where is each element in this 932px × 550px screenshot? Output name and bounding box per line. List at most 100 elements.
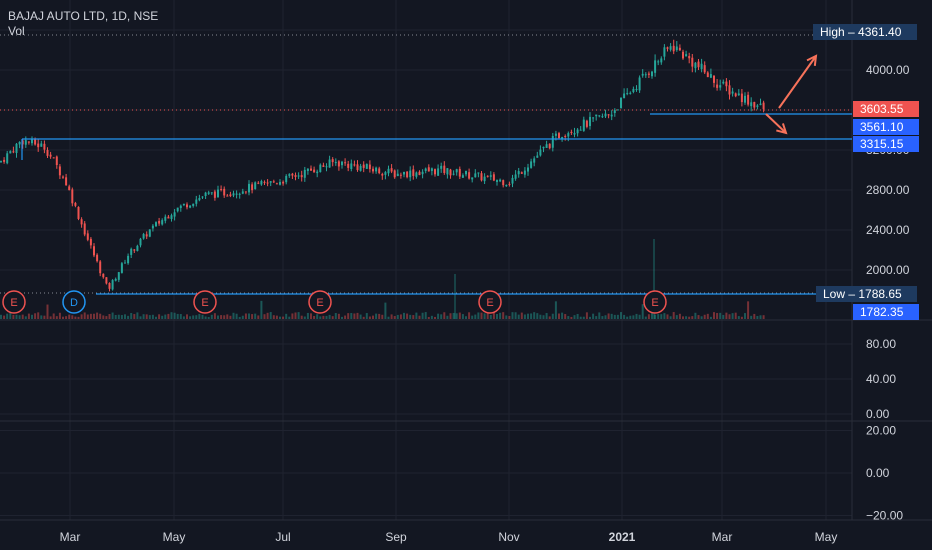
volume-bar [207, 316, 210, 319]
volume-bar [55, 316, 58, 319]
volume-bar [610, 313, 613, 319]
candle-body [660, 58, 663, 63]
volume-bar [443, 312, 446, 319]
candle-body [393, 170, 396, 178]
candle-body [542, 146, 545, 149]
candle-body [285, 175, 288, 183]
volume-bar [452, 312, 455, 319]
volume-bar [24, 316, 27, 319]
volume-bar [418, 315, 421, 319]
volume-bar [328, 314, 331, 319]
volume-bar [666, 314, 669, 319]
candle-body [275, 183, 278, 185]
candle-body [412, 169, 415, 176]
candle-body [632, 88, 635, 92]
candle-body [223, 188, 226, 196]
volume-bar [626, 316, 629, 319]
volume-bar [325, 315, 328, 319]
event-marker-label: E [316, 297, 323, 309]
candle-body [527, 167, 529, 172]
candle-body [96, 254, 99, 262]
candle-body [179, 205, 182, 208]
candle-body [235, 193, 238, 195]
candle-body [204, 192, 207, 197]
candle-body [12, 151, 15, 153]
candle-body [734, 93, 737, 97]
candle-body [99, 261, 102, 274]
candle-body [750, 102, 753, 107]
volume-bar [672, 312, 675, 319]
volume-bar [558, 313, 560, 319]
high-tag: High – 4361.40 [820, 25, 902, 39]
volume-bar [638, 314, 641, 319]
volume-bar [52, 313, 55, 319]
candle-body [77, 206, 80, 219]
candle-body [747, 94, 750, 105]
candle-body [189, 205, 192, 208]
candle-body [198, 197, 201, 201]
volume-bar [192, 315, 195, 319]
candle-body [496, 180, 498, 182]
volume-bar [384, 302, 387, 319]
candle-body [294, 175, 297, 177]
candle-body [303, 169, 306, 178]
volume-bar [210, 314, 213, 319]
candle-body [626, 93, 629, 95]
candle-body [145, 234, 148, 237]
y-tick-label: 4000.00 [866, 63, 910, 77]
candle-body [465, 170, 467, 175]
down-projection-arrow [765, 113, 787, 134]
volume-bar [18, 315, 21, 319]
volume-bar [434, 316, 436, 319]
candle-body [421, 171, 424, 175]
candle-body [58, 166, 61, 176]
volume-tick-label: 40.00 [866, 372, 896, 386]
candle-body [446, 168, 449, 175]
candle-body [722, 81, 725, 84]
volume-bar [641, 304, 644, 319]
candle-body [201, 196, 204, 198]
volume-bar [700, 316, 703, 319]
volume-bar [40, 315, 43, 319]
candle-body [27, 141, 30, 143]
candle-body [49, 154, 52, 157]
candle-body [418, 171, 421, 176]
candle-body [328, 159, 331, 168]
candle-body [133, 249, 136, 251]
candle-body [74, 202, 77, 206]
support-tag-3315: 3315.15 [860, 137, 904, 151]
volume-bar [477, 312, 480, 319]
candle-body [300, 175, 303, 178]
volume-bar [647, 314, 650, 319]
volume-tick-label: 0.00 [866, 407, 890, 421]
candle-body [378, 168, 381, 174]
candle-body [62, 176, 64, 178]
candle-body [251, 184, 254, 191]
candle-body [480, 173, 483, 181]
volume-bar [77, 316, 80, 319]
volume-bar [446, 315, 449, 319]
earnings-marker [2, 290, 26, 314]
candle-body [523, 170, 526, 175]
volume-bar [251, 314, 254, 319]
candle-body [310, 168, 312, 171]
candle-body [272, 181, 275, 183]
x-tick-label: Mar [712, 530, 733, 544]
candle-body [384, 172, 387, 175]
volume-bar [89, 313, 92, 319]
volume-bar [68, 314, 71, 319]
volume-bar [657, 314, 660, 319]
x-tick-label: Sep [385, 530, 407, 544]
last-price-tag: 3603.55 [860, 102, 904, 116]
volume-bar [127, 315, 130, 319]
candle-body [678, 47, 681, 51]
candle-body [127, 255, 130, 264]
volume-bar [176, 313, 179, 319]
volume-bar [96, 312, 99, 319]
x-tick-label: 2021 [609, 530, 636, 544]
candle-body [24, 140, 27, 145]
volume-bar [27, 313, 30, 319]
candle-body [666, 47, 669, 49]
volume-bar [229, 315, 232, 319]
